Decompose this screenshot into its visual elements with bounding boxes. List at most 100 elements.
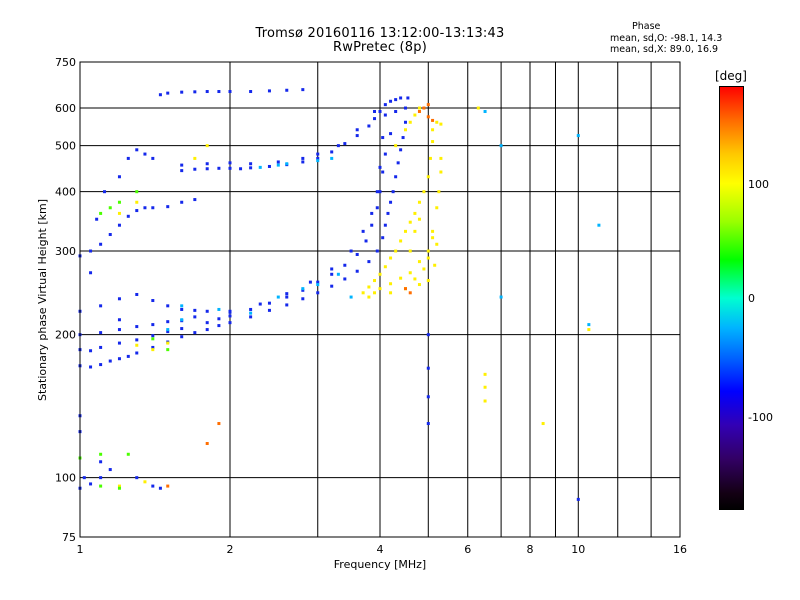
data-point <box>399 239 403 243</box>
colorbar-tick-100: 100 <box>748 178 769 191</box>
data-point <box>108 468 112 472</box>
data-point <box>386 211 390 215</box>
data-point <box>217 166 221 170</box>
data-point <box>389 282 393 286</box>
data-point <box>267 308 271 312</box>
data-point <box>267 164 271 168</box>
data-point <box>158 93 162 97</box>
data-point <box>383 113 387 117</box>
data-point <box>249 162 253 166</box>
data-point <box>99 331 103 335</box>
data-point <box>276 295 280 299</box>
data-point <box>126 156 130 160</box>
data-point <box>285 88 289 92</box>
data-point <box>285 162 289 166</box>
data-point <box>355 128 359 132</box>
x-tick-label: 1 <box>77 543 84 556</box>
data-points <box>78 88 601 501</box>
data-point <box>151 206 155 210</box>
data-point <box>413 229 417 233</box>
colorbar-frame <box>719 86 744 510</box>
data-point <box>431 236 435 240</box>
data-point <box>180 327 184 331</box>
data-point <box>330 150 334 154</box>
data-point <box>193 198 197 202</box>
data-point <box>166 328 170 332</box>
data-point <box>249 166 253 170</box>
data-point <box>180 200 184 204</box>
data-point <box>143 206 147 210</box>
data-point <box>431 140 435 144</box>
data-point <box>383 103 387 107</box>
data-point <box>413 113 417 117</box>
data-point <box>343 277 347 281</box>
data-point <box>301 160 305 164</box>
data-point <box>375 206 379 210</box>
x-tick-label: 4 <box>377 543 384 556</box>
data-point <box>426 366 430 370</box>
data-point <box>151 345 155 349</box>
data-point <box>228 310 232 314</box>
data-point <box>587 328 591 332</box>
data-point <box>417 200 421 204</box>
data-point <box>301 297 305 301</box>
data-point <box>193 156 197 160</box>
data-point <box>389 99 393 103</box>
y-tick-label: 75 <box>62 531 76 544</box>
data-point <box>439 156 443 160</box>
data-point <box>316 280 320 284</box>
data-point <box>381 170 385 174</box>
data-point <box>383 152 387 156</box>
data-point <box>99 460 103 464</box>
data-point <box>135 148 139 152</box>
data-point <box>541 422 545 426</box>
data-point <box>587 323 591 327</box>
data-point <box>399 148 403 152</box>
data-point <box>343 142 347 146</box>
data-point <box>217 324 221 328</box>
data-point <box>378 165 382 169</box>
data-point <box>151 299 155 303</box>
data-point <box>99 452 103 456</box>
data-point <box>258 302 262 306</box>
data-point <box>205 328 209 332</box>
data-point <box>99 345 103 349</box>
data-point <box>166 341 170 345</box>
data-point <box>205 144 209 148</box>
data-point <box>301 88 305 92</box>
data-point <box>217 422 221 426</box>
data-point <box>228 90 232 94</box>
data-point <box>355 252 359 256</box>
data-point <box>117 484 121 488</box>
data-point <box>117 223 121 227</box>
data-point <box>373 279 377 283</box>
data-point <box>435 206 439 210</box>
data-point <box>117 318 121 322</box>
phase-label: Phase <box>632 21 661 32</box>
data-point <box>205 162 209 166</box>
data-point <box>431 128 435 132</box>
data-point <box>301 287 305 291</box>
data-point <box>408 249 412 253</box>
data-point <box>89 271 93 275</box>
data-point <box>336 144 340 148</box>
data-point <box>151 334 155 338</box>
y-axis-label: Stationary phase Virtual Height [km] <box>36 199 49 401</box>
data-point <box>597 223 601 227</box>
data-point <box>394 109 398 113</box>
data-point <box>239 167 243 171</box>
data-point <box>89 365 93 369</box>
x-tick-label: 16 <box>673 543 687 556</box>
data-point <box>426 175 430 179</box>
data-point <box>330 156 334 160</box>
data-point <box>399 276 403 280</box>
data-point <box>95 217 99 221</box>
data-point <box>403 229 407 233</box>
data-point <box>399 96 403 100</box>
y-tick-label: 500 <box>55 140 76 153</box>
x-tick-label: 6 <box>464 543 471 556</box>
data-point <box>401 136 405 140</box>
data-point <box>378 287 382 291</box>
data-point <box>117 175 121 179</box>
